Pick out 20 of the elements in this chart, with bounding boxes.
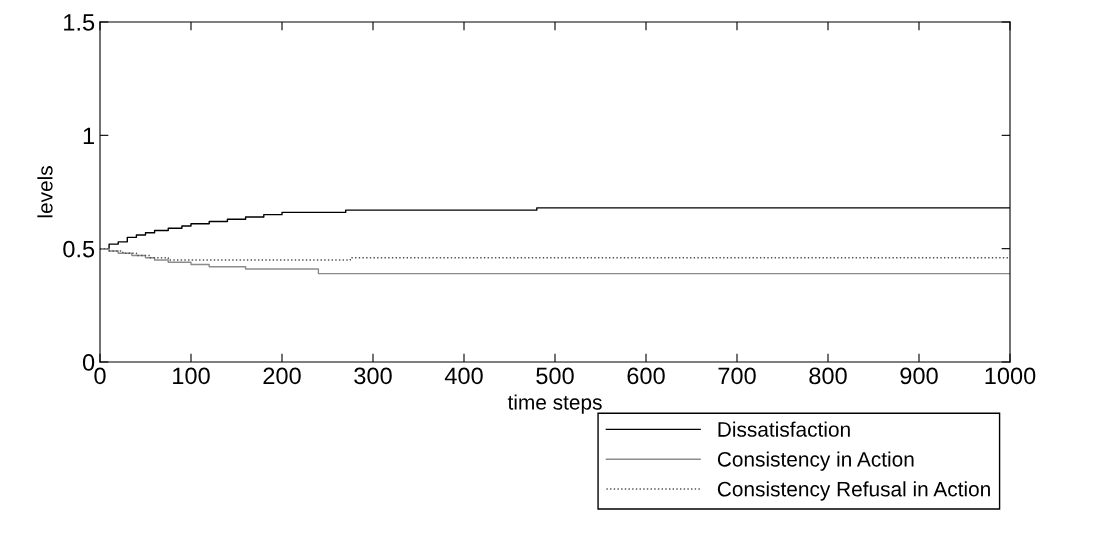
x-tick-label: 300 — [354, 367, 392, 385]
legend-label: Consistency in Action — [717, 451, 914, 471]
x-tick-label: 1000 — [985, 367, 1036, 385]
x-tick-label: 100 — [173, 367, 210, 385]
x-tick-label: 400 — [444, 367, 483, 385]
x-tick-label: 0 — [94, 367, 106, 385]
x-tick-label: 800 — [809, 367, 847, 385]
y-tick-label: 0.5 — [63, 240, 95, 258]
y-axis-title: levels — [37, 166, 53, 218]
x-tick-label: 700 — [718, 367, 756, 385]
y-tick-label: 1 — [83, 127, 94, 144]
x-tick-label: 200 — [263, 367, 301, 385]
y-tick-label: 1.5 — [64, 14, 95, 31]
x-tick-label: 500 — [536, 367, 574, 385]
legend-label: Dissatisfaction — [718, 421, 850, 437]
y-tick-label: 0 — [82, 354, 95, 371]
legend-label: Consistency Refusal in Action — [717, 481, 990, 501]
x-tick-label: 900 — [900, 367, 938, 385]
x-axis-title: time steps — [507, 394, 602, 414]
x-tick-label: 600 — [627, 367, 665, 385]
